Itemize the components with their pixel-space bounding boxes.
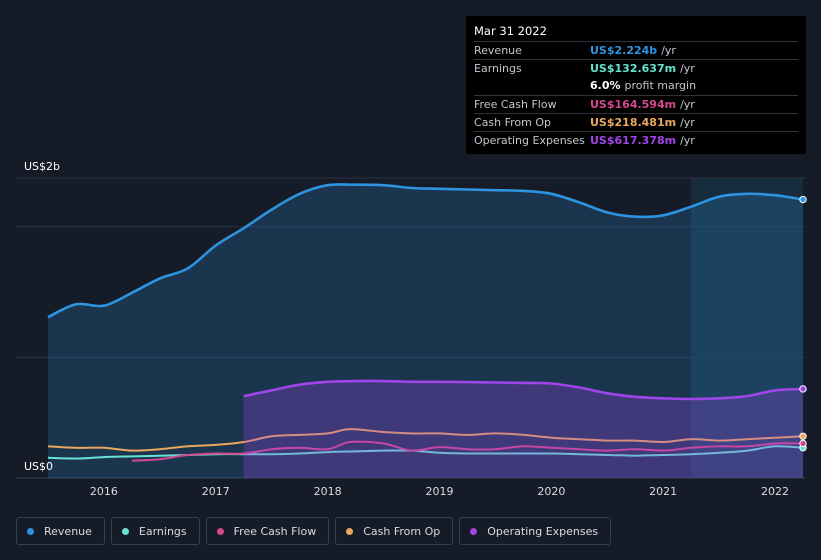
- tooltip-row-value: US$132.637m: [590, 62, 677, 76]
- tooltip-row: Revenue US$2.224b/yr: [474, 41, 798, 59]
- tooltip-row-label: Earnings: [474, 62, 522, 76]
- legend-item-operating-expenses[interactable]: Operating Expenses: [459, 517, 612, 545]
- y-axis-zero-label: US$0: [24, 460, 53, 473]
- end-markers: [799, 195, 807, 452]
- legend-dot-icon: [121, 527, 129, 535]
- tooltip-row: Free Cash Flow US$164.594m/yr: [474, 94, 798, 113]
- legend-item-label: Revenue: [44, 524, 92, 538]
- operating-expenses-area: [243, 380, 803, 478]
- legend-dot-icon: [216, 527, 224, 535]
- tooltip-row-value: US$218.481m: [590, 115, 677, 129]
- tooltip-row: Operating Expenses US$617.378m/yr: [474, 130, 798, 149]
- grid-lines: [16, 177, 805, 479]
- tooltip-row-label: Operating Expenses: [474, 133, 585, 147]
- x-tick-2020: 2020: [537, 485, 565, 498]
- cash-from-op-line: [47, 428, 804, 452]
- tooltip-row: Cash From Op US$218.481m/yr: [474, 112, 798, 131]
- tooltip-row-value: 6.0%: [590, 79, 621, 93]
- legend-item-label: Earnings: [138, 524, 187, 538]
- y-axis-top-label: US$2b: [24, 160, 60, 173]
- operating-expenses-end-marker: [799, 385, 807, 393]
- data-tooltip: Mar 31 2022 Revenue US$2.224b/yr Earnings U…: [466, 16, 806, 154]
- x-tick-2016: 2016: [90, 485, 118, 498]
- tooltip-row-label: Revenue: [474, 44, 522, 57]
- series-layer: [47, 183, 804, 478]
- tooltip-rows: Revenue US$2.224b/yr Earnings US$132.637m/y…: [474, 41, 798, 149]
- legend-item-free-cash-flow[interactable]: Free Cash Flow: [205, 517, 330, 545]
- cash-from-op-end-marker: [799, 432, 807, 440]
- legend-item-cash-from-op[interactable]: Cash From Op: [335, 517, 454, 545]
- tooltip-row-unit: /yr: [680, 62, 695, 76]
- operating-expenses-line: [243, 379, 804, 401]
- tooltip-row: 6.0% profit margin: [474, 77, 798, 94]
- legend-item-label: Cash From Op: [363, 524, 441, 538]
- x-tick-2017: 2017: [202, 485, 230, 498]
- x-axis-ticks: 2016 2017 2018 2019 2020 2021 2022: [90, 485, 789, 498]
- free-cash-flow-line: [131, 440, 804, 462]
- legend-item-revenue[interactable]: Revenue: [16, 517, 105, 545]
- x-tick-2019: 2019: [425, 485, 453, 498]
- x-tick-2022: 2022: [761, 485, 789, 498]
- chart-legend: Revenue Earnings Free Cash Flow Cash From O…: [16, 517, 612, 545]
- legend-item-label: Operating Expenses: [487, 524, 599, 538]
- tooltip-row-label: [474, 77, 590, 94]
- revenue-area: [48, 184, 803, 478]
- legend-dot-icon: [27, 527, 34, 535]
- tooltip-row-unit: /yr: [661, 44, 676, 57]
- tooltip-row-label: Free Cash Flow: [474, 97, 557, 111]
- legend-item-earnings[interactable]: Earnings: [110, 517, 200, 545]
- legend-dot-icon: [470, 527, 478, 535]
- free-cash-flow-end-marker: [799, 439, 807, 448]
- tooltip-row-unit: /yr: [680, 115, 695, 129]
- x-tick-2021: 2021: [649, 485, 677, 498]
- tooltip-row-value: US$164.594m: [590, 97, 677, 111]
- tooltip-row-value: US$2.224b: [590, 44, 658, 57]
- tooltip-row-value: US$617.378m: [590, 133, 677, 147]
- tooltip-row-label: Cash From Op: [474, 115, 552, 129]
- tooltip-date: Mar 31 2022: [474, 24, 547, 38]
- earnings-line: [47, 445, 804, 460]
- legend-item-label: Free Cash Flow: [233, 524, 317, 538]
- revenue-line: [47, 183, 804, 319]
- legend-dot-icon: [346, 527, 354, 535]
- tooltip-row-unit: profit margin: [624, 79, 697, 93]
- tooltip-row-unit: /yr: [680, 97, 695, 111]
- x-tick-2018: 2018: [314, 485, 342, 498]
- tooltip-row: Earnings US$132.637m/yr: [474, 59, 798, 77]
- revenue-end-marker: [799, 195, 807, 204]
- tooltip-row-unit: /yr: [680, 133, 695, 147]
- recent-period-highlight: [691, 178, 803, 478]
